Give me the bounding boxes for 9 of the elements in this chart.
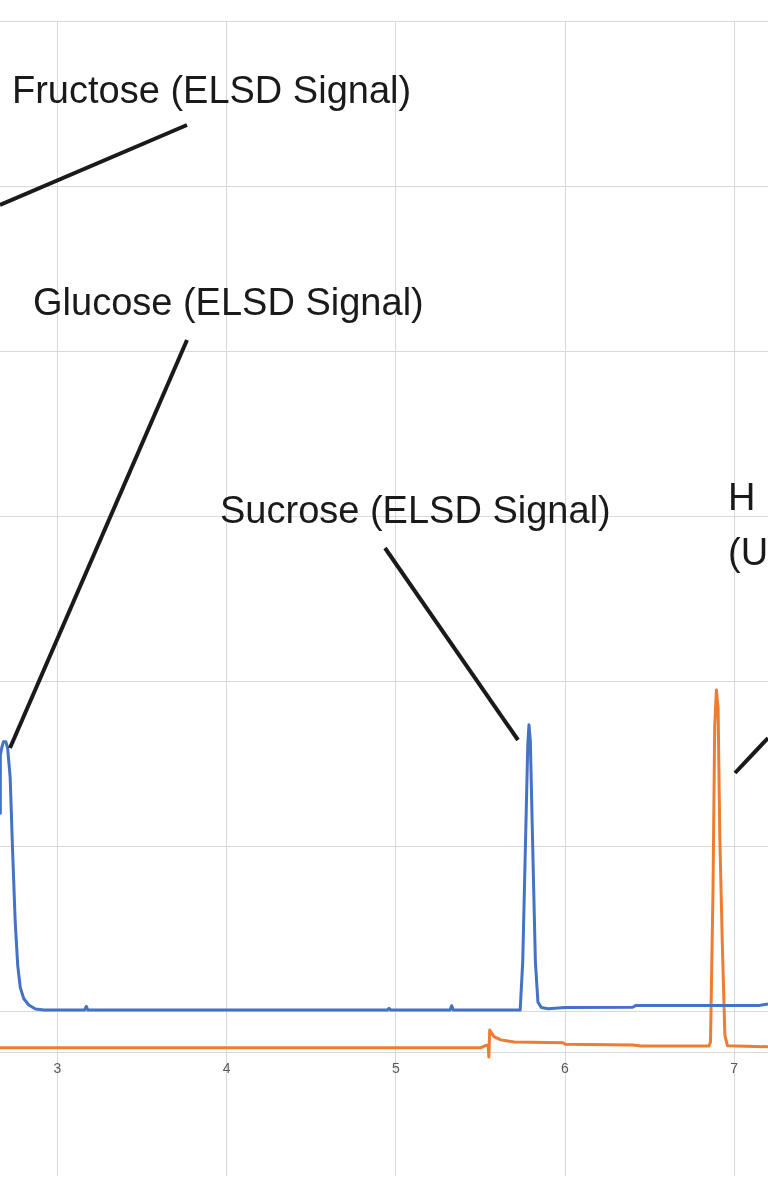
- text: Glucose (ELSD Signal): [33, 281, 424, 324]
- x-tick-label: 4: [222, 1060, 231, 1077]
- x-tick-label: 7: [730, 1060, 739, 1077]
- x-tick-label: 6: [561, 1060, 570, 1077]
- text: H (U: [728, 476, 768, 574]
- x-tick-label: 5: [391, 1060, 400, 1077]
- text: Sucrose (ELSD Signal): [220, 489, 611, 532]
- x-tick-label: 3: [53, 1060, 62, 1077]
- text: Fructose (ELSD Signal): [12, 69, 412, 112]
